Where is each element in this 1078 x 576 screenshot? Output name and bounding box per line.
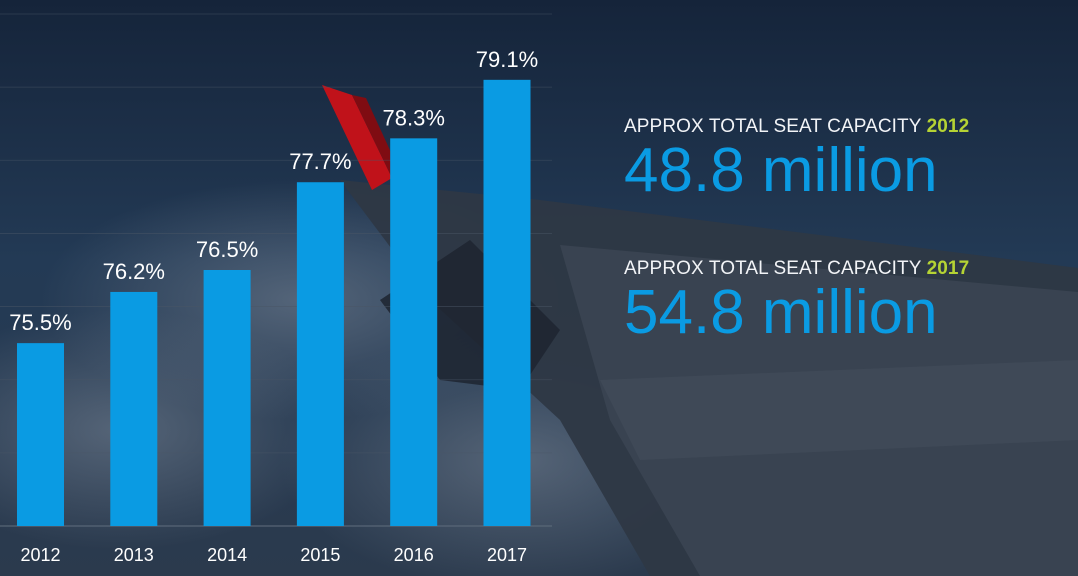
bar-2014	[203, 270, 251, 526]
data-label-2017: 79.1%	[476, 47, 538, 72]
stat-label-text: APPROX TOTAL SEAT CAPACITY	[624, 116, 922, 137]
stat-label-text: APPROX TOTAL SEAT CAPACITY	[624, 258, 922, 279]
stat-value: 54.8 million	[624, 278, 938, 347]
bar-2016	[390, 138, 438, 527]
data-label-2015: 77.7%	[289, 149, 351, 174]
stat-seat-capacity-2012: APPROX TOTAL SEAT CAPACITY 2012 48.8 mil…	[624, 116, 969, 202]
data-label-2012: 75.5%	[9, 310, 71, 335]
x-tick-2015: 2015	[300, 545, 340, 565]
x-tick-labels: 2012 2013 2014 2015 2016 2017	[20, 545, 527, 565]
bar-chart: 75.5%76.2%76.5%77.7%78.3%79.1% 2012 2013 2…	[0, 13, 552, 565]
stat-value: 48.8 million	[624, 136, 938, 205]
stat-year: 2012	[926, 116, 970, 137]
x-tick-2013: 2013	[114, 545, 154, 565]
bar-2013	[110, 291, 158, 526]
bar-2015	[296, 182, 344, 526]
data-label-2014: 76.5%	[196, 237, 258, 262]
stat-label: APPROX TOTAL SEAT CAPACITY 2012	[624, 116, 969, 138]
data-label-2016: 78.3%	[383, 105, 445, 130]
data-label-2013: 76.2%	[103, 259, 165, 284]
x-tick-2017: 2017	[487, 545, 527, 565]
bar-2017	[483, 79, 531, 526]
stat-label: APPROX TOTAL SEAT CAPACITY 2017	[624, 258, 969, 280]
stat-seat-capacity-2017: APPROX TOTAL SEAT CAPACITY 2017 54.8 mil…	[624, 258, 969, 344]
grid-lines	[0, 13, 552, 527]
stat-year: 2017	[926, 258, 970, 279]
x-tick-2012: 2012	[20, 545, 60, 565]
x-tick-2016: 2016	[394, 545, 434, 565]
bars	[17, 79, 531, 527]
data-labels: 75.5% 76.2% 76.5% 77.7% 78.3% 79.1%	[9, 47, 538, 335]
bar-2012	[17, 343, 64, 526]
x-tick-2014: 2014	[207, 545, 247, 565]
